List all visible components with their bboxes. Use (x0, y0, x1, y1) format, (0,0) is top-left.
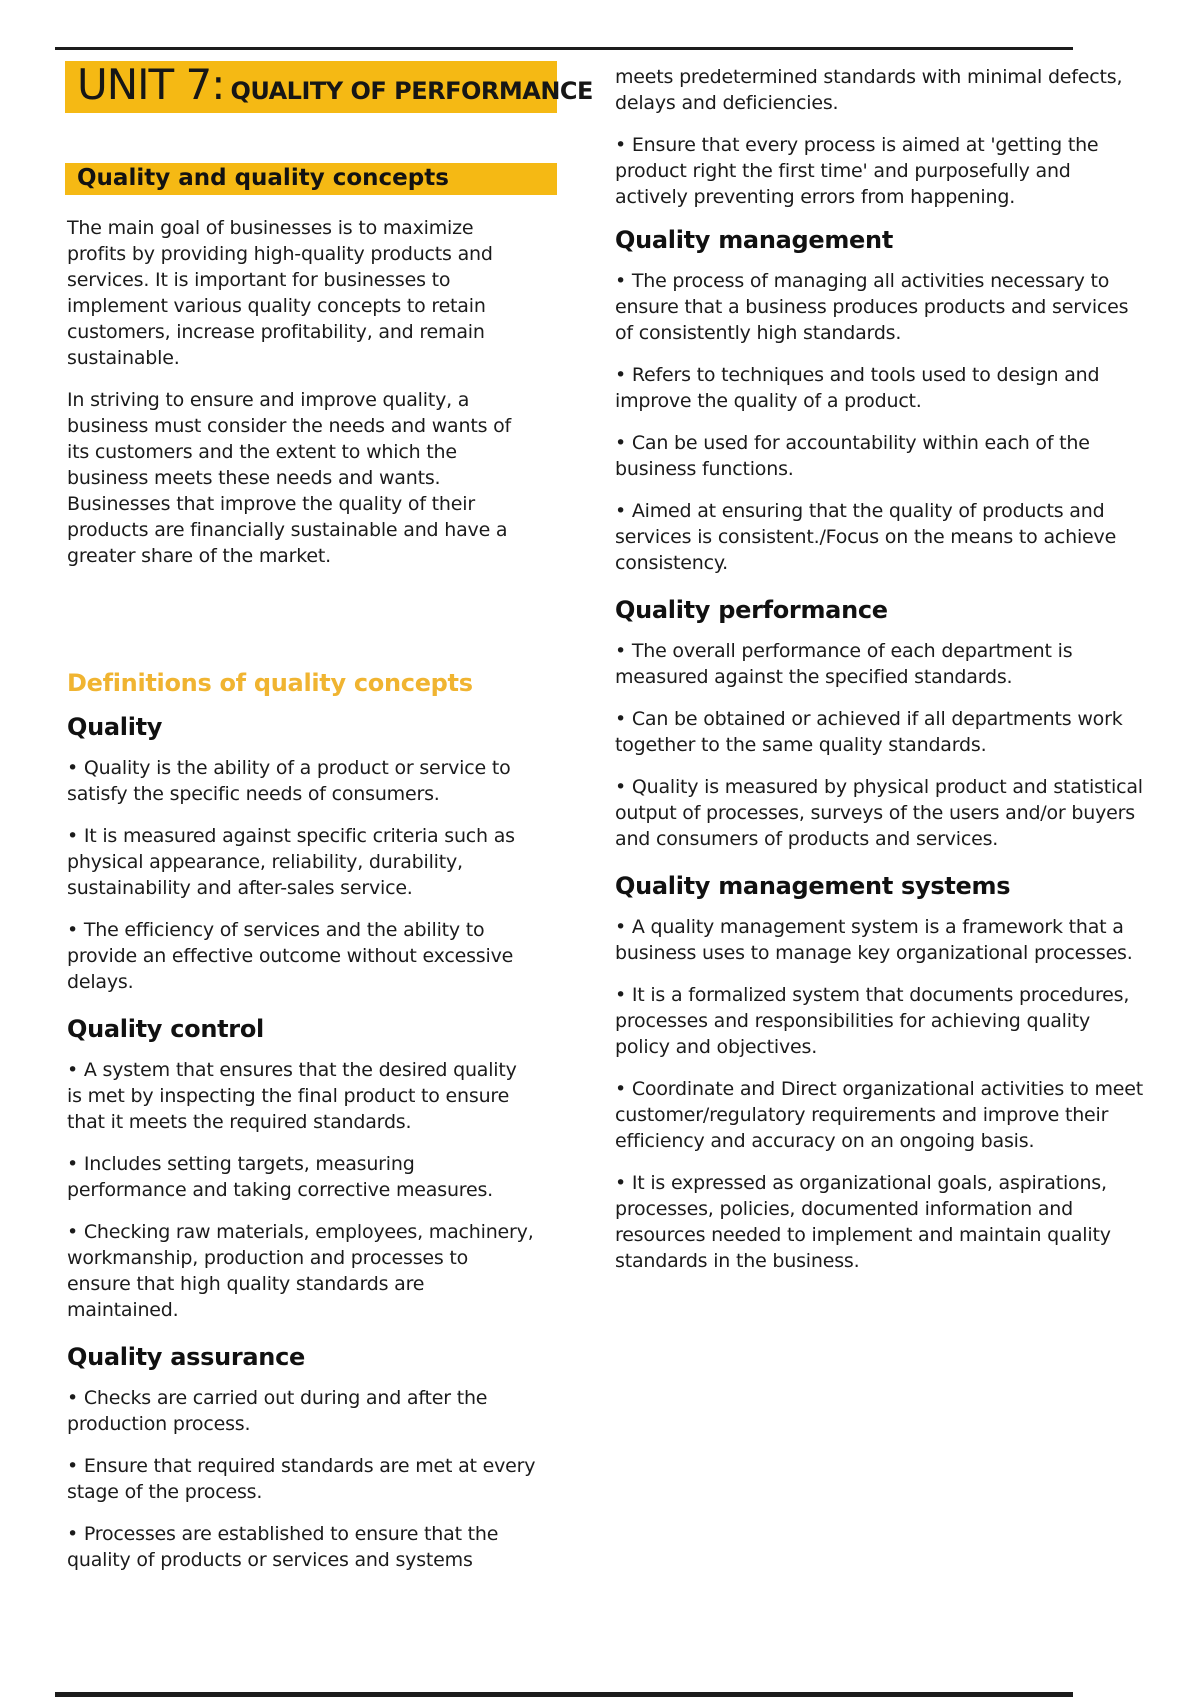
unit-subtitle: QUALITY OF PERFORMANCE (230, 77, 593, 105)
unit-title: UNIT 7: (77, 60, 225, 109)
section-heading: Quality assurance (67, 1343, 305, 1371)
topic-heading: Quality and quality concepts (77, 165, 449, 191)
bullet-item: • Ensure that required standards are met… (67, 1455, 536, 1503)
intro-paragraphs: The main goal of businesses is to maximi… (67, 215, 537, 569)
page-content: UNIT 7: QUALITY OF PERFORMANCE Quality an… (65, 47, 1152, 1589)
unit-title-band: UNIT 7: QUALITY OF PERFORMANCE (65, 60, 593, 113)
right-sections: Quality management • The process of manag… (615, 226, 1145, 1274)
bullet-item: • Aimed at ensuring that the quality of … (615, 500, 1117, 574)
bullet-item: • A system that ensures that the desired… (67, 1059, 517, 1133)
paragraph: The main goal of businesses is to maximi… (67, 217, 493, 369)
accent-heading: Definitions of quality concepts (67, 669, 473, 697)
topic-heading-band: Quality and quality concepts (65, 163, 557, 195)
paragraph: In striving to ensure and improve qualit… (67, 389, 512, 567)
bullet-item: • Quality is the ability of a product or… (67, 757, 511, 805)
bullet-item: • Processes are established to ensure th… (67, 1523, 499, 1571)
section-heading: Quality management (615, 226, 893, 254)
bullet-item: • Includes setting targets, measuring pe… (67, 1153, 494, 1201)
bullet-item: • Refers to techniques and tools used to… (615, 364, 1100, 412)
continuation-paragraph: meets predetermined standards with minim… (615, 66, 1123, 114)
section-heading: Quality performance (615, 596, 888, 624)
bottom-rule (55, 1692, 1073, 1697)
section-heading: Quality control (67, 1015, 264, 1043)
bullet-item: • The process of managing all activities… (615, 270, 1129, 344)
bullet-item: • The overall performance of each depart… (615, 640, 1073, 688)
left-sections: Quality • Quality is the ability of a pro… (67, 713, 537, 1573)
bullet-item: • Checking raw materials, employees, mac… (67, 1221, 534, 1321)
bullet-item: • It is expressed as organizational goal… (615, 1172, 1111, 1272)
bullet-item: • The efficiency of services and the abi… (67, 919, 514, 993)
bullet-item: • Can be used for accountability within … (615, 432, 1090, 480)
bullet-item: • It is a formalized system that documen… (615, 984, 1130, 1058)
bullet-item: • It is measured against specific criter… (67, 825, 515, 899)
bullet-item: • Coordinate and Direct organizational a… (615, 1078, 1144, 1152)
bullet-item: • A quality management system is a frame… (615, 916, 1133, 964)
bullet-item: • Quality is measured by physical produc… (615, 776, 1143, 850)
top-rule (55, 47, 1073, 50)
bullet-item: • Checks are carried out during and afte… (67, 1387, 488, 1435)
section-heading: Quality (67, 713, 163, 741)
bullet-item: • Ensure that every process is aimed at … (615, 134, 1099, 208)
left-column: UNIT 7: QUALITY OF PERFORMANCE Quality an… (65, 61, 593, 1589)
right-column: meets predetermined standards with minim… (615, 61, 1145, 1589)
lead-bullets: • Ensure that every process is aimed at … (615, 132, 1145, 210)
section-heading: Quality management systems (615, 872, 1011, 900)
bullet-item: • Can be obtained or achieved if all dep… (615, 708, 1123, 756)
